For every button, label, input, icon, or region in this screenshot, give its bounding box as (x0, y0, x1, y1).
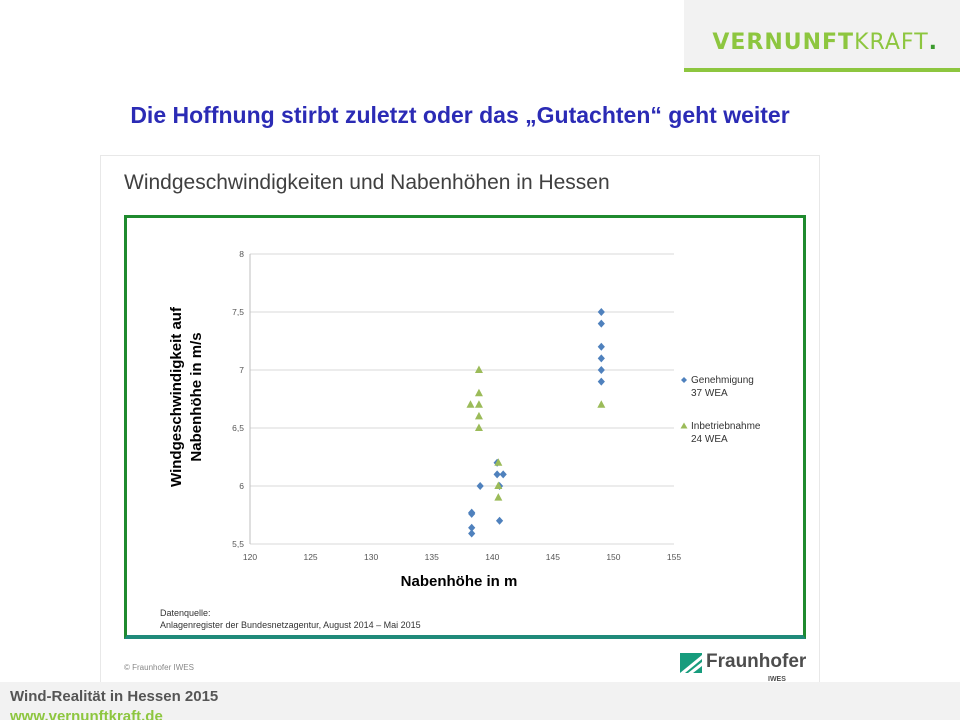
x-tick-labels: 120 125 130 135 140 145 150 155 (243, 552, 681, 562)
genehmigung-point (597, 342, 605, 351)
chart-legend: Genehmigung 37 WEA Inbetriebnahme 24 WEA (680, 375, 761, 445)
y-tick-label: 8 (239, 249, 244, 259)
x-tick-label: 130 (364, 552, 378, 562)
figure-title: Windgeschwindigkeiten und Nabenhöhen in … (124, 171, 610, 194)
x-tick-label: 140 (485, 552, 499, 562)
fraunhofer-name: Fraunhofer (706, 651, 807, 672)
genehmigung-point (597, 377, 605, 386)
fraunhofer-sub: IWES (768, 676, 786, 683)
genehmigung-point (597, 308, 605, 316)
brand-logo: VERNUNFTKRAFT. (712, 30, 938, 55)
legend-label: Inbetriebnahme (691, 421, 761, 432)
inbetriebnahme-point (494, 493, 503, 501)
fraunhofer-logo: Fraunhofer IWES (680, 649, 810, 685)
figure-copyright: © Fraunhofer IWES (124, 663, 194, 672)
figure-source: Datenquelle: Anlagenregister der Bundesn… (160, 607, 421, 631)
genehmigung-point (499, 470, 507, 479)
source-label: Datenquelle: (160, 608, 211, 618)
footer-link[interactable]: www.vernunftkraft.de (10, 708, 163, 720)
inbetriebnahme-point (474, 400, 483, 408)
genehmigung-point (495, 516, 504, 525)
y-tick-label: 7,5 (232, 307, 244, 317)
y-tick-label: 7 (239, 365, 244, 375)
inbetriebnahme-point (474, 411, 483, 420)
legend-label: Genehmigung (691, 375, 754, 386)
x-tick-label: 155 (667, 552, 681, 562)
x-axis-label: Nabenhöhe in m (401, 573, 518, 590)
x-tick-label: 135 (425, 552, 439, 562)
y-tick-label: 5,5 (232, 539, 244, 549)
x-tick-label: 150 (606, 552, 620, 562)
brand-part1: VERNUNFT (712, 30, 855, 55)
inbetriebnahme-point (494, 481, 503, 489)
genehmigung-point (597, 319, 605, 328)
inbetriebnahme-point (494, 458, 503, 466)
inbetriebnahme-point (474, 423, 483, 431)
legend-sublabel: 37 WEA (691, 388, 728, 399)
brand-logo-box: VERNUNFTKRAFT. (684, 0, 960, 72)
footer-band (0, 682, 960, 720)
brand-dot: . (928, 30, 938, 55)
legend-triangle-icon (680, 422, 688, 429)
x-tick-label: 145 (546, 552, 560, 562)
chart-gridlines (249, 253, 674, 545)
genehmigung-point (597, 354, 605, 363)
inbetriebnahme-point (474, 365, 483, 373)
y-tick-labels: 5,5 6 6,5 7 7,5 8 (232, 249, 244, 549)
figure-frame (124, 215, 806, 639)
brand-part2: KRAFT (854, 30, 929, 55)
y-axis-label: Windgeschwindigkeit auf Nabenhöhe in m/s (168, 306, 205, 487)
y-tick-label: 6 (239, 481, 244, 491)
y-axis-label-line2: Nabenhöhe in m/s (188, 332, 205, 461)
inbetriebnahme-point (466, 400, 475, 408)
x-tick-label: 125 (303, 552, 317, 562)
genehmigung-point (597, 366, 605, 374)
figure-panel: Windgeschwindigkeiten und Nabenhöhen in … (100, 155, 820, 690)
data-points (466, 308, 606, 538)
genehmigung-point (476, 482, 484, 490)
slide-title: Die Hoffnung stirbt zuletzt oder das „Gu… (130, 102, 790, 128)
genehmigung-point (468, 529, 476, 538)
scatter-chart: 5,5 6 6,5 7 7,5 8 120 125 130 135 140 145 150 155 Ge… (168, 249, 761, 590)
genehmigung-point (468, 509, 476, 518)
source-text: Anlagenregister der Bundesnetzagentur, A… (160, 620, 421, 630)
y-axis-label-line1: Windgeschwindigkeit auf (168, 306, 185, 487)
inbetriebnahme-point (597, 400, 606, 408)
genehmigung-point (493, 470, 501, 479)
footer-title: Wind-Realität in Hessen 2015 (10, 688, 219, 705)
legend-sublabel: 24 WEA (691, 434, 728, 445)
fraunhofer-mark-icon (680, 653, 702, 673)
inbetriebnahme-point (474, 388, 483, 397)
legend-diamond-icon (681, 377, 687, 383)
y-tick-label: 6,5 (232, 423, 244, 433)
x-tick-label: 120 (243, 552, 257, 562)
genehmigung-point (468, 523, 476, 532)
